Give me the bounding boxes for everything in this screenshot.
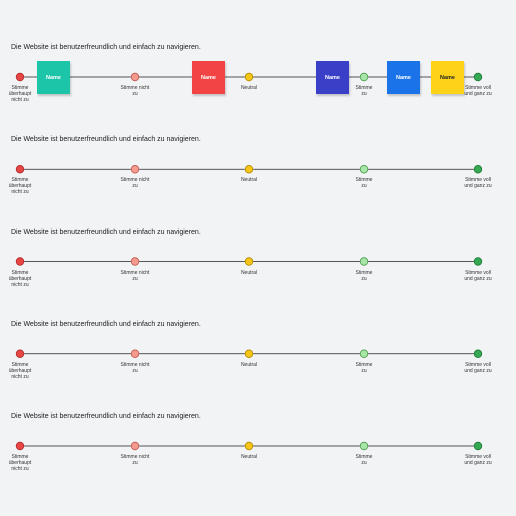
sticky-note: Name <box>192 61 225 94</box>
scale-label: Stimme voll und ganz zu <box>464 269 492 282</box>
sticky-note: Name <box>431 61 464 94</box>
scale-point <box>15 72 25 82</box>
scale-point <box>359 349 369 358</box>
scale-point <box>130 165 140 174</box>
question: Die Website ist benutzerfreundlich und e… <box>11 44 201 51</box>
scale-point <box>130 349 140 358</box>
scale-label: Neutral <box>240 269 258 276</box>
scale-point <box>244 72 254 82</box>
scale-point <box>359 72 369 82</box>
scale-label: Stimme voll und ganz zu <box>464 85 492 97</box>
scale-label: Stimme überhaupt nicht zu <box>8 454 32 472</box>
scale-point <box>130 257 140 266</box>
scale-point <box>15 165 25 174</box>
scale-label: Stimme nicht zu <box>120 454 150 466</box>
scale-point <box>244 349 254 358</box>
scale-label: Stimme überhaupt nicht zu <box>8 85 32 103</box>
scale-point <box>244 257 254 266</box>
scale-label: Stimme nicht zu <box>120 361 150 374</box>
scale-point <box>130 72 140 82</box>
question: Die Website ist benutzerfreundlich und e… <box>11 320 201 328</box>
scale-label: Stimme nicht zu <box>120 85 150 97</box>
scale-label: Stimme zu <box>355 85 373 97</box>
sticky-note: Name <box>387 61 420 94</box>
scale-point <box>15 349 25 358</box>
scale-point <box>359 257 369 266</box>
scale-point <box>473 349 483 358</box>
scale-label: Stimme zu <box>355 177 373 190</box>
scale-label: Neutral <box>240 454 258 460</box>
scale-label: Neutral <box>240 177 258 184</box>
scale-label: Stimme voll und ganz zu <box>464 177 492 190</box>
scale-point <box>473 441 483 451</box>
scale-label: Stimme zu <box>355 269 373 282</box>
scale-label: Stimme überhaupt nicht zu <box>8 177 32 196</box>
scale-label: Stimme überhaupt nicht zu <box>8 361 32 380</box>
scale-label: Stimme nicht zu <box>120 177 150 190</box>
sticky-note: Name <box>37 61 70 94</box>
scale-point <box>244 441 254 451</box>
scale-label: Stimme voll und ganz zu <box>464 361 492 374</box>
sticky-note: Name <box>316 61 349 94</box>
scale-point <box>15 441 25 451</box>
scale-point <box>244 165 254 174</box>
scale-label: Stimme zu <box>355 454 373 466</box>
scale-point <box>15 257 25 266</box>
question: Die Website ist benutzerfreundlich und e… <box>11 136 201 144</box>
scale-point <box>359 165 369 174</box>
scale-point <box>473 257 483 266</box>
scale-label: Neutral <box>240 85 258 91</box>
scale-point <box>473 72 483 82</box>
scale-point <box>359 441 369 451</box>
scale-label: Stimme überhaupt nicht zu <box>8 269 32 288</box>
question: Die Website ist benutzerfreundlich und e… <box>11 413 201 420</box>
scale-label: Stimme voll und ganz zu <box>464 454 492 466</box>
scale-label: Neutral <box>240 361 258 368</box>
scale-point <box>473 165 483 174</box>
scale-point <box>130 441 140 451</box>
question: Die Website ist benutzerfreundlich und e… <box>11 228 201 236</box>
scale-label: Stimme nicht zu <box>120 269 150 282</box>
scale-label: Stimme zu <box>355 361 373 374</box>
